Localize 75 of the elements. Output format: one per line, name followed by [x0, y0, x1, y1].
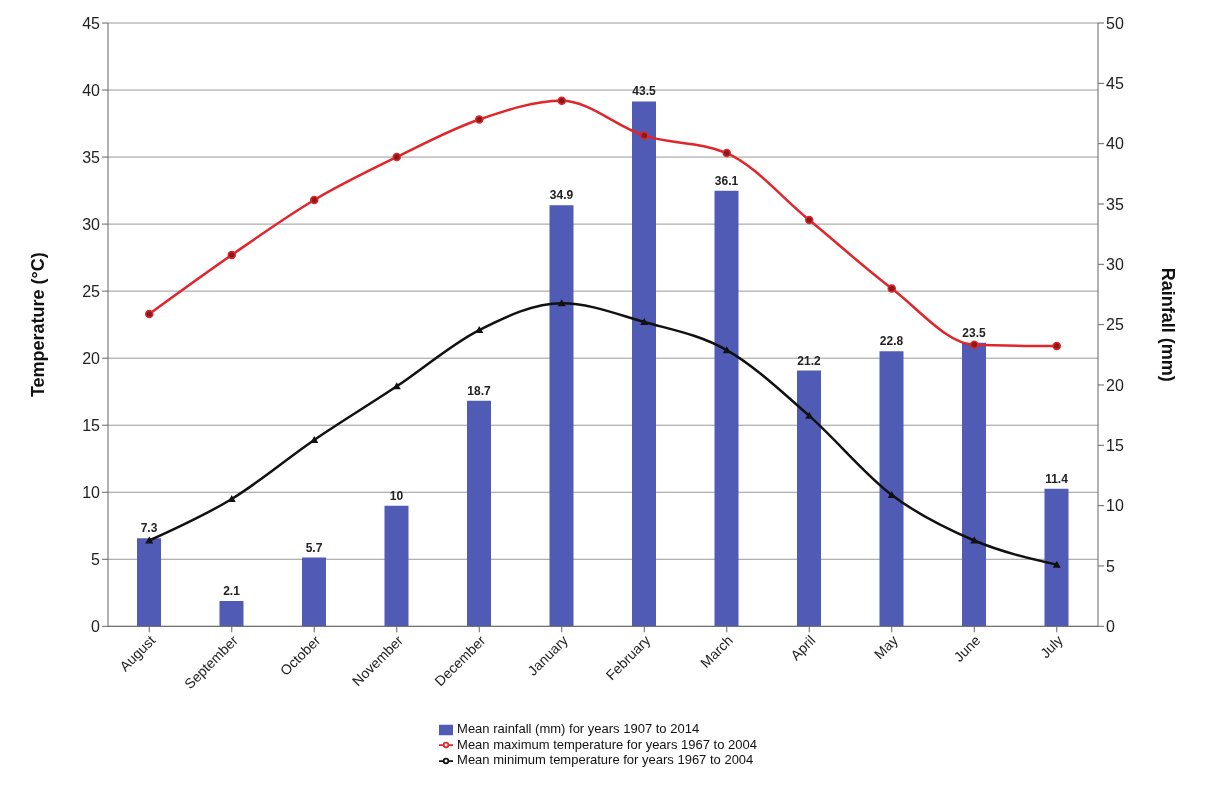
- y2-axis-title: Rainfall (mm): [1157, 267, 1178, 382]
- point: [640, 131, 649, 140]
- point: [310, 195, 319, 205]
- point: [887, 284, 896, 293]
- x-tick-label: July: [1036, 632, 1066, 662]
- bar: [714, 190, 739, 627]
- point: [1052, 560, 1061, 568]
- y-tick-label: 0: [91, 617, 101, 635]
- y-tick-label: 35: [82, 148, 101, 166]
- point: [970, 340, 979, 350]
- y-axis-title: Temperature (°C): [28, 252, 49, 398]
- point: [640, 317, 649, 325]
- y2-tick-label: 10: [1106, 497, 1124, 515]
- point: [970, 536, 979, 544]
- bar: [467, 400, 491, 627]
- y-tick-label: 15: [82, 416, 101, 434]
- data-label: 22.8: [879, 334, 904, 349]
- point: [722, 346, 731, 354]
- legend-label: Mean rainfall (mm) for years 1907 to 2014: [457, 721, 700, 737]
- data-label: 36.1: [714, 173, 739, 188]
- data-label: 11.4: [1045, 471, 1069, 486]
- point: [722, 148, 731, 158]
- point: [227, 250, 236, 260]
- legend-label: Mean maximum temperature for years 1967 to 2004: [457, 736, 757, 752]
- data-label: 18.7: [467, 383, 491, 398]
- point: [887, 490, 896, 498]
- bar: [302, 557, 326, 627]
- bar: [137, 538, 161, 627]
- y2-tick-label: 15: [1106, 437, 1124, 454]
- bar: [797, 370, 821, 627]
- y2-tick-label: 50: [1106, 14, 1124, 32]
- bar: [632, 101, 656, 627]
- y2-tick-label: 20: [1106, 376, 1124, 394]
- y-tick-label: 30: [82, 215, 101, 233]
- y2-tick-label: 35: [1106, 195, 1124, 213]
- point: [475, 326, 484, 334]
- bar: [384, 505, 409, 627]
- point: [557, 299, 566, 307]
- y2-tick-label: 25: [1106, 316, 1124, 334]
- data-label: 23.5: [962, 325, 986, 340]
- y-tick-label: 20: [82, 349, 101, 367]
- data-label: 21.2: [797, 353, 821, 368]
- bar: [962, 342, 986, 627]
- y-tick-label: 25: [82, 282, 101, 300]
- data-label: 7.3: [140, 521, 158, 536]
- y-tick-label: 45: [82, 14, 101, 32]
- point: [557, 96, 566, 106]
- bar: [1044, 488, 1069, 627]
- bar: [879, 351, 904, 627]
- point: [805, 215, 814, 225]
- bar: [549, 205, 574, 627]
- y2-tick-label: 40: [1106, 135, 1124, 153]
- point: [145, 536, 154, 544]
- y2-tick-label: 30: [1106, 256, 1124, 274]
- y2-tick-label: 0: [1106, 617, 1115, 635]
- legend-label: Mean minimum temperature for years 1967 to 2004: [457, 752, 754, 768]
- x-tick-label: May: [870, 632, 901, 663]
- y-tick-label: 40: [82, 81, 101, 99]
- data-label: 2.1: [223, 583, 241, 598]
- y-tick-label: 5: [91, 550, 101, 568]
- y-tick-label: 10: [82, 483, 101, 501]
- point: [805, 411, 814, 419]
- y2-tick-label: 5: [1106, 557, 1115, 575]
- bar: [219, 600, 244, 627]
- point: [392, 382, 401, 390]
- data-label: 10: [389, 488, 404, 503]
- data-label: 43.5: [632, 84, 656, 99]
- point: [145, 309, 154, 319]
- point: [1052, 341, 1061, 351]
- data-label: 5.7: [305, 540, 323, 555]
- point: [310, 435, 319, 443]
- y2-tick-label: 45: [1106, 75, 1124, 93]
- data-label: 34.9: [549, 188, 574, 203]
- point: [475, 115, 484, 124]
- point: [392, 152, 401, 162]
